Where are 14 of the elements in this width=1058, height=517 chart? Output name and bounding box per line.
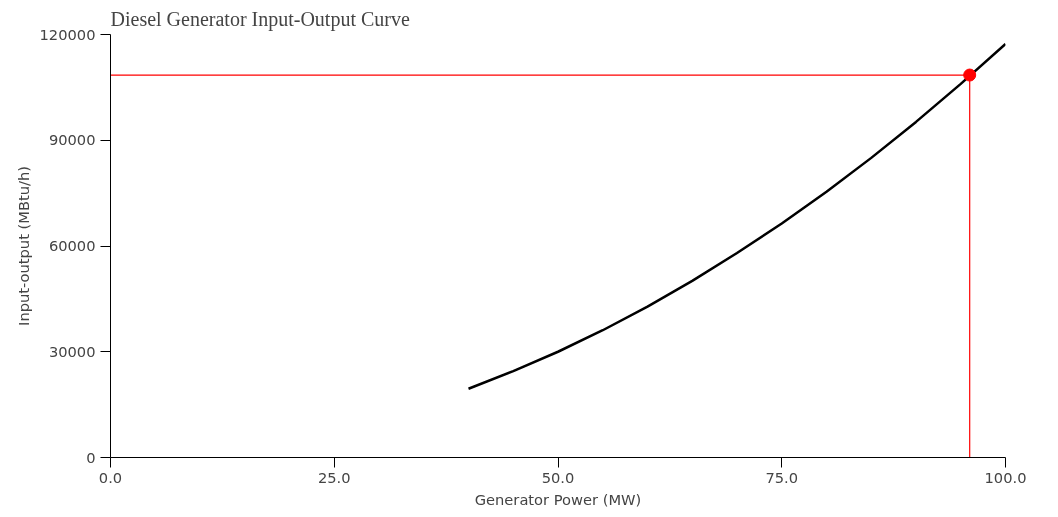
y-tick-label: 30000 — [48, 342, 96, 360]
x-axis-title: Generator Power (MW) — [474, 490, 642, 508]
x-tick-label: 100.0 — [984, 468, 1027, 486]
y-tick-label: 120000 — [39, 25, 96, 43]
x-tick-label: 0.0 — [98, 468, 123, 486]
y-tick-label: 60000 — [48, 237, 96, 254]
line-series — [467, 42, 1006, 391]
x-tick-label: 50.0 — [541, 468, 575, 486]
x-tick-label: 75.0 — [765, 468, 799, 486]
y-axis-title: Input-output (MBtu/h) — [14, 166, 32, 326]
y-tick-label: 90000 — [48, 131, 96, 149]
chart-title: Diesel Generator Input-Output Curve — [110, 7, 410, 31]
x-tick-label: 25.0 — [317, 468, 351, 486]
y-tick-label: 0 — [86, 448, 96, 466]
